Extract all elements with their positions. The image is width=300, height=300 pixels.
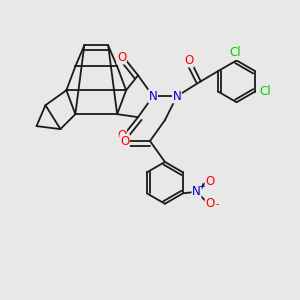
Text: Cl: Cl xyxy=(259,85,271,98)
Text: N: N xyxy=(148,90,158,103)
Text: O: O xyxy=(205,175,214,188)
Text: O: O xyxy=(117,129,126,142)
Text: N: N xyxy=(192,185,201,198)
Text: -: - xyxy=(216,199,219,209)
Text: O: O xyxy=(205,197,214,210)
Text: Cl: Cl xyxy=(229,46,241,59)
Text: O: O xyxy=(120,134,129,148)
Text: O: O xyxy=(117,51,126,64)
Text: O: O xyxy=(184,54,194,67)
Text: +: + xyxy=(198,182,205,191)
Text: N: N xyxy=(172,90,181,103)
